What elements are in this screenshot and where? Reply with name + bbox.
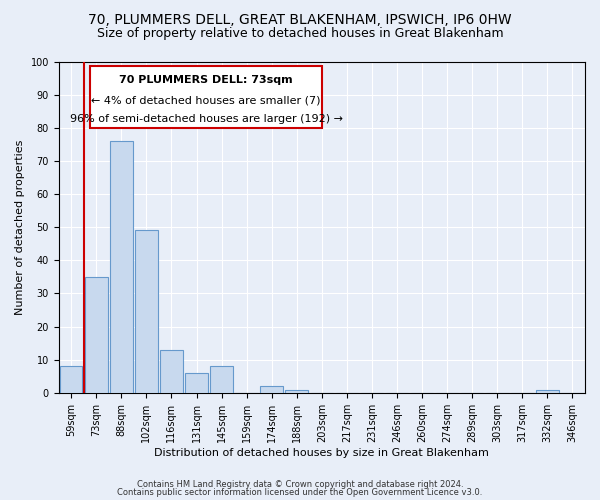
Text: 70 PLUMMERS DELL: 73sqm: 70 PLUMMERS DELL: 73sqm: [119, 75, 293, 85]
Bar: [536, 390, 559, 393]
X-axis label: Distribution of detached houses by size in Great Blakenham: Distribution of detached houses by size …: [154, 448, 489, 458]
Text: 96% of semi-detached houses are larger (192) →: 96% of semi-detached houses are larger (…: [70, 114, 343, 124]
Bar: [210, 366, 233, 393]
Text: Contains HM Land Registry data © Crown copyright and database right 2024.: Contains HM Land Registry data © Crown c…: [137, 480, 463, 489]
Bar: [85, 277, 107, 393]
Bar: [260, 386, 283, 393]
FancyBboxPatch shape: [90, 66, 322, 128]
Y-axis label: Number of detached properties: Number of detached properties: [15, 140, 25, 315]
Text: 70, PLUMMERS DELL, GREAT BLAKENHAM, IPSWICH, IP6 0HW: 70, PLUMMERS DELL, GREAT BLAKENHAM, IPSW…: [88, 12, 512, 26]
Bar: [60, 366, 82, 393]
Bar: [185, 373, 208, 393]
Text: ← 4% of detached houses are smaller (7): ← 4% of detached houses are smaller (7): [91, 95, 321, 105]
Text: Size of property relative to detached houses in Great Blakenham: Size of property relative to detached ho…: [97, 28, 503, 40]
Bar: [110, 141, 133, 393]
Bar: [286, 390, 308, 393]
Bar: [135, 230, 158, 393]
Text: Contains public sector information licensed under the Open Government Licence v3: Contains public sector information licen…: [118, 488, 482, 497]
Bar: [160, 350, 183, 393]
